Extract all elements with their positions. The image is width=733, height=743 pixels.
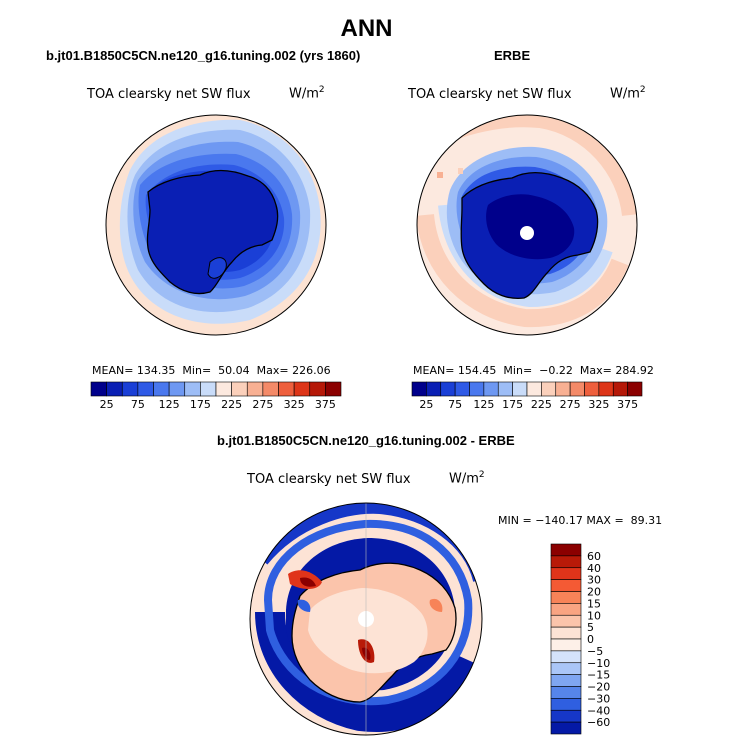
panel3-colorbar-box <box>550 555 582 569</box>
panel2-colorbar-box <box>526 381 542 397</box>
panel1-colorbar-box <box>200 381 217 397</box>
panel1-colorbar-tick-label: 25 <box>100 398 114 411</box>
panel2-colorbar-tick-label: 75 <box>448 398 462 411</box>
panel3-units: W/m2 <box>449 470 485 487</box>
panel3-colorbar-box <box>550 591 582 604</box>
panel3-colorbar-box <box>550 638 582 652</box>
panel2-colorbar-tick-label: 225 <box>531 398 552 411</box>
panel2-variable: TOA clearsky net SW flux <box>408 87 572 102</box>
panel3-colorbar-box <box>550 686 582 699</box>
panel2-colorbar-box <box>584 381 600 397</box>
panel2-colorbar-box <box>469 381 485 397</box>
panel2-colorbar-tick-label: 125 <box>473 398 494 411</box>
panel1-colorbar-box <box>215 381 232 397</box>
panel3-colorbar-tick-label: −40 <box>587 704 610 717</box>
panel3-colorbar-tick-label: −20 <box>587 681 610 694</box>
panel3-colorbar-box <box>550 650 582 664</box>
panel3-variable: TOA clearsky net SW flux <box>247 472 411 487</box>
panel1-colorbar-box <box>278 381 295 397</box>
panel3-colorbar-tick-label: 15 <box>587 597 601 610</box>
panel3-colorbar-box <box>550 698 582 711</box>
panel1-colorbar-tick-label: 275 <box>252 398 273 411</box>
panel2-title: ERBE <box>494 48 531 63</box>
panel2-colorbar-box <box>483 381 499 397</box>
panel1-colorbar-box <box>325 381 342 397</box>
panel1-title: b.jt01.B1850C5CN.ne120_g16.tuning.002 (y… <box>46 48 361 63</box>
panel3-colorbar-box <box>550 579 582 592</box>
panel1-colorbar-tick-label: 125 <box>159 398 180 411</box>
panel2-colorbar-tick-label: 25 <box>419 398 433 411</box>
panel3-colorbar-box <box>550 567 582 580</box>
panel3-colorbar-tick-label: 30 <box>587 574 601 587</box>
panel3-stats: MIN = −140.17 MAX = 89.31 <box>498 514 663 527</box>
panel1-colorbar-tick-label: 75 <box>131 398 145 411</box>
panel2-colorbar-tick-label: 275 <box>560 398 581 411</box>
panel3-colorbar-box <box>550 662 582 675</box>
panel3-colorbar-box <box>550 674 582 687</box>
panel2-colorbar-box <box>426 381 442 397</box>
panel2-colorbar-box <box>440 381 456 397</box>
panel1-colorbar-box <box>153 381 170 397</box>
panel1-colorbar-tick-label: 225 <box>221 398 242 411</box>
panel3-colorbar-tick-label: 5 <box>587 621 594 634</box>
panel1-colorbar-tick-label: 375 <box>315 398 336 411</box>
panel2-colorbar-box <box>512 381 528 397</box>
panel2-colorbar-box <box>411 381 427 397</box>
panel1-units: W/m2 <box>289 85 325 102</box>
panel1-colorbar-box <box>309 381 326 397</box>
panel1-colorbar: 25 75 125 175 225 275 325 375 <box>90 381 342 411</box>
panel2-colorbar-box <box>627 381 643 397</box>
panel3-colorbar-tick-label: −5 <box>587 645 603 658</box>
panel1-colorbar-box <box>231 381 248 397</box>
panel3-colorbar-box <box>550 543 582 557</box>
panel1-colorbar-box <box>184 381 201 397</box>
panel1-map <box>106 115 326 335</box>
panel3-colorbar-tick-label: −30 <box>587 692 610 705</box>
panel1-colorbar-box <box>121 381 139 397</box>
panel2-colorbar-tick-label: 175 <box>502 398 523 411</box>
panel2-units: W/m2 <box>610 85 646 102</box>
panel3-colorbar-box <box>550 614 582 628</box>
panel1-antarctica-outline <box>146 169 279 295</box>
panel2-map <box>417 115 637 335</box>
panel3-colorbar-box <box>550 603 582 616</box>
panel2-colorbar-box <box>497 381 513 397</box>
panel2-stats: MEAN= 154.45 Min= −0.22 Max= 284.92 <box>413 364 654 377</box>
panel3-colorbar-tick-label: 40 <box>587 562 601 575</box>
panel3-colorbar-tick-label: −10 <box>587 657 610 670</box>
panel1-colorbar-box <box>90 381 107 397</box>
main-title: ANN <box>340 15 393 42</box>
panel2-colorbar-box <box>569 381 585 397</box>
panel2-colorbar-box <box>541 381 557 397</box>
panel2-colorbar-tick-label: 325 <box>588 398 609 411</box>
panel3-colorbar-box <box>550 721 582 735</box>
panel3-colorbar-tick-label: 20 <box>587 586 601 599</box>
panel2-colorbar-box <box>598 381 614 397</box>
panel2-colorbar: 25 75 125 175 225 275 325 375 <box>411 381 643 411</box>
panel1-colorbar-box <box>106 381 123 397</box>
panel1-colorbar-tick-label: 325 <box>284 398 305 411</box>
panel3-colorbar-box <box>550 709 582 723</box>
panel3-colorbar-tick-label: −60 <box>587 716 610 729</box>
panel3-colorbar-box <box>550 626 582 640</box>
panel1-stats: MEAN= 134.35 Min= 50.04 Max= 226.06 <box>92 364 331 377</box>
panel3-colorbar-tick-label: −15 <box>587 669 610 682</box>
panel2-colorbar-tick-label: 375 <box>617 398 638 411</box>
panel2-colorbar-box <box>612 381 628 397</box>
panel3-title: b.jt01.B1850C5CN.ne120_g16.tuning.002 - … <box>217 433 515 448</box>
panel1-variable: TOA clearsky net SW flux <box>87 87 251 102</box>
panel3-colorbar-tick-label: 0 <box>587 633 594 646</box>
panel1-colorbar-box <box>293 381 311 397</box>
panel3-colorbar-tick-label: 10 <box>587 609 601 622</box>
panel1-colorbar-box <box>168 381 186 397</box>
panel1-colorbar-tick-label: 175 <box>190 398 211 411</box>
panel1-colorbar-box <box>262 381 279 397</box>
panel3-colorbar-tick-label: 60 <box>587 550 601 563</box>
panel2-colorbar-box <box>555 381 571 397</box>
panel1-colorbar-box <box>137 381 154 397</box>
panel1-colorbar-box <box>246 381 264 397</box>
panel2-colorbar-box <box>454 381 470 397</box>
